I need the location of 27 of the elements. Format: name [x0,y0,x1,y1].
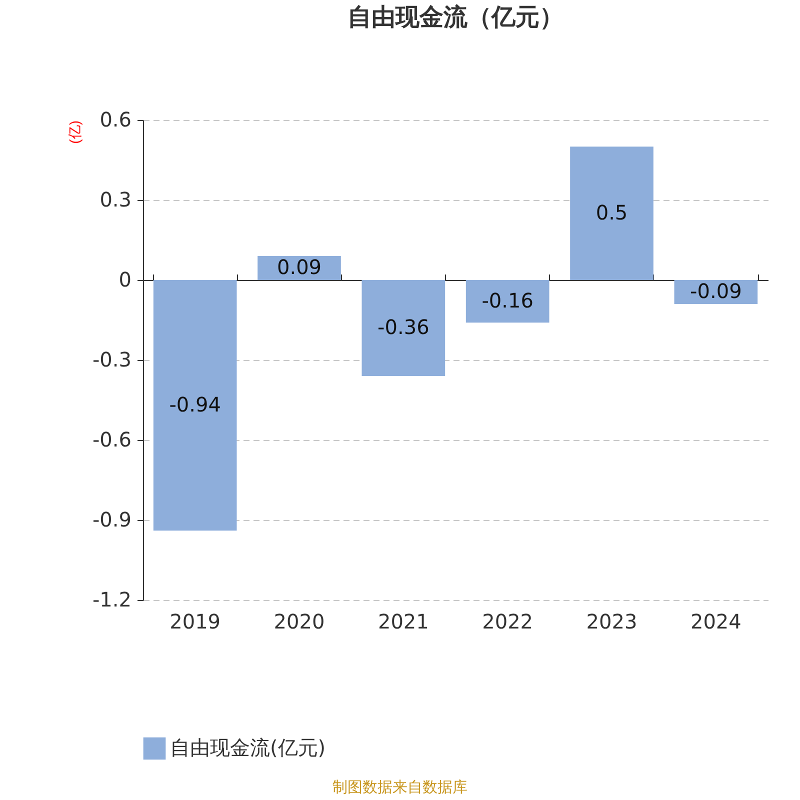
x-tick-label: 2024 [690,610,742,634]
x-tick-label: 2019 [170,610,221,634]
chart-title: 自由现金流（亿元） [348,3,564,31]
y-tick-label: 0.3 [100,188,132,212]
data-label: -0.36 [378,315,430,339]
data-label: 0.09 [276,255,322,279]
x-tick-label: 2023 [586,610,638,634]
data-label: 0.5 [596,200,628,224]
y-tick-label: 0.6 [100,108,132,132]
y-tick-label: -0.6 [92,428,132,452]
bar [362,280,446,376]
data-label: -0.16 [482,288,534,312]
bar [570,146,654,280]
text: 制图数据来自数据库 [332,778,468,797]
x-tick-label: 2020 [274,610,325,634]
y-axis-title: (亿) [66,120,82,144]
y-tick-label: -0.9 [92,508,132,532]
bar [466,280,550,323]
y-tick-label: 0 [118,268,132,292]
legend-label: 自由现金流(亿元) [170,736,326,760]
bar [153,280,237,531]
data-label: -0.09 [690,279,742,303]
x-tick-label: 2021 [378,610,429,634]
data-label: -0.94 [169,392,221,416]
y-tick-label: -0.3 [92,348,132,372]
y-tick-label: -1.2 [92,588,132,612]
x-tick-label: 2022 [482,610,534,634]
